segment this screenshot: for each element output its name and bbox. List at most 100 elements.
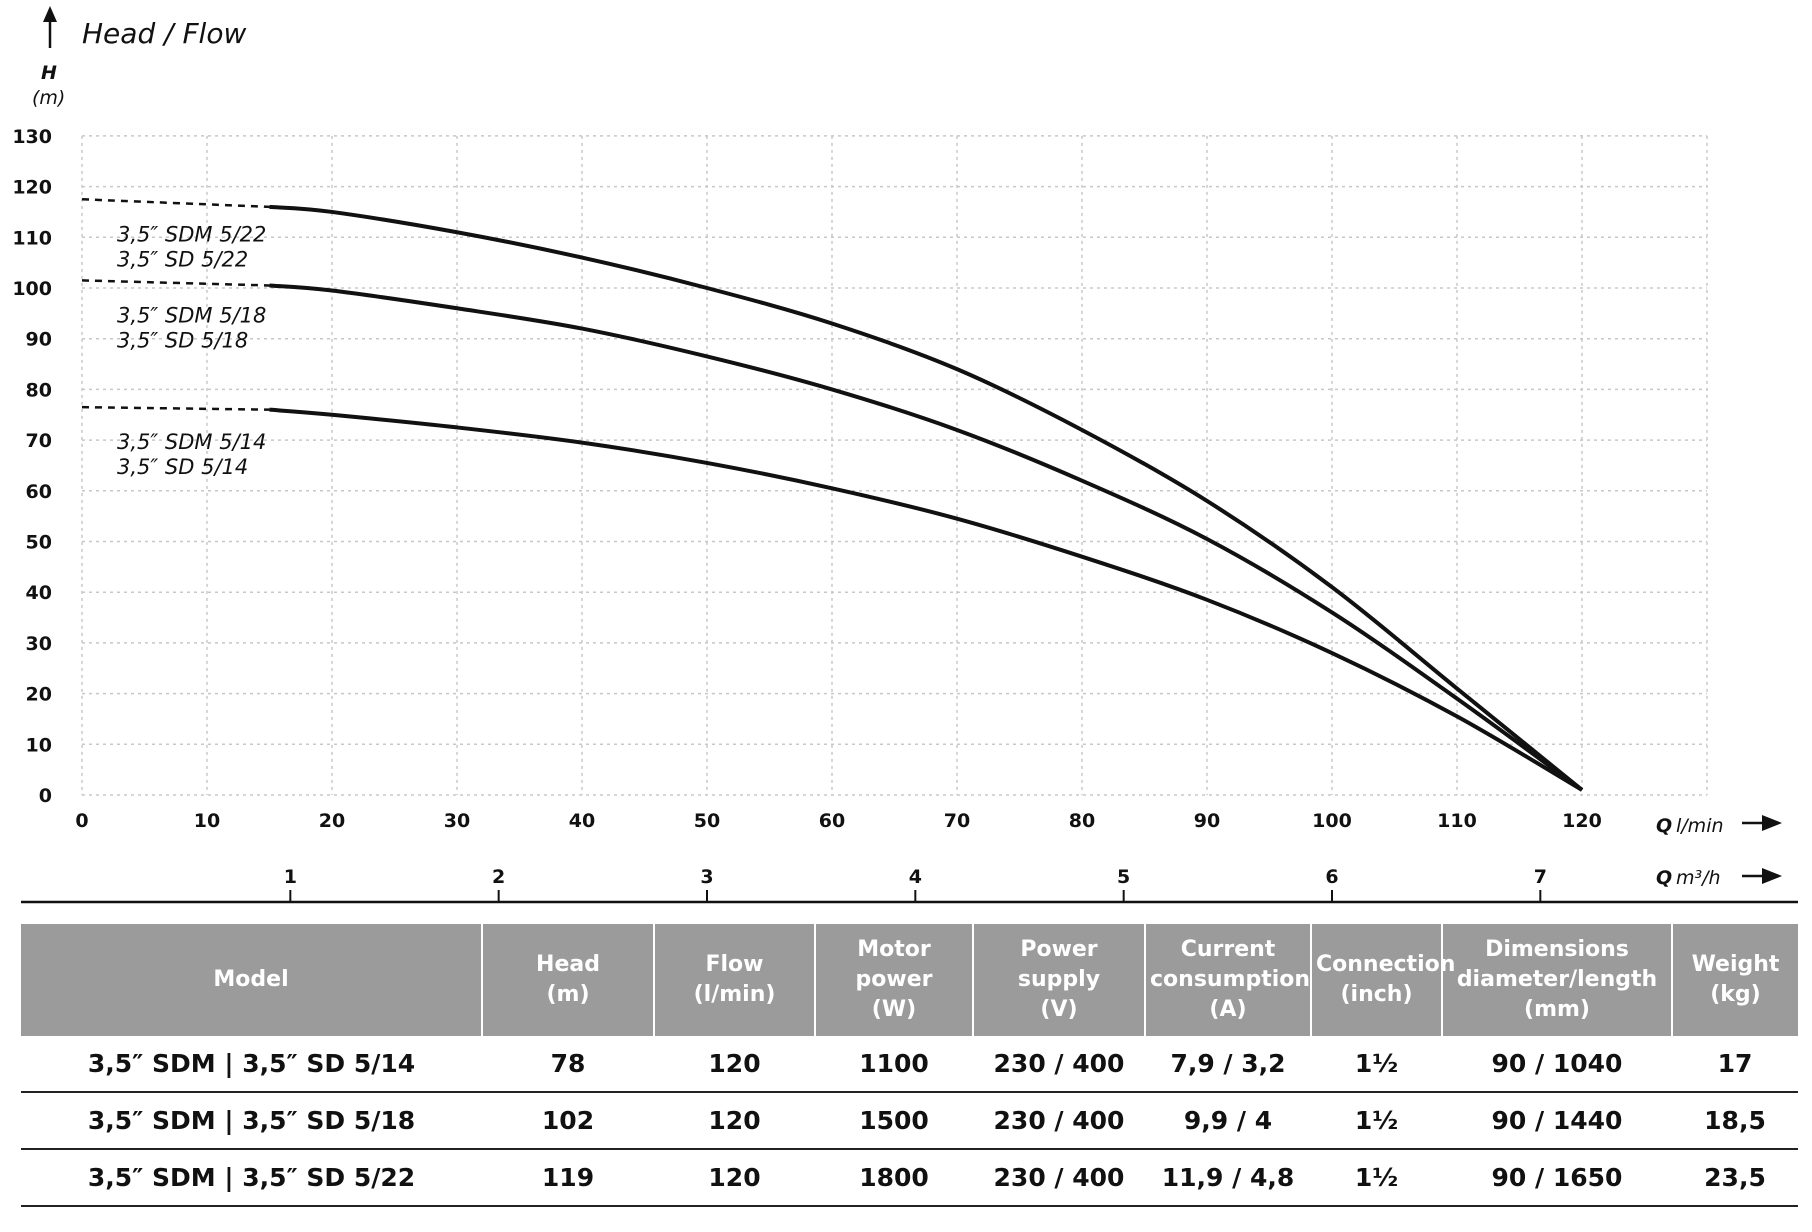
table-cell: 120: [654, 1036, 815, 1093]
x2-tick-label: 2: [492, 866, 505, 888]
y-tick-label: 70: [26, 430, 52, 452]
table-header-text: (l/min): [693, 982, 776, 1007]
y-tick-label: 0: [39, 785, 52, 807]
series: [81, 198, 1584, 792]
x-tick-label: 100: [1312, 810, 1352, 832]
table-header-text: Dimensions: [1485, 937, 1629, 962]
table-header-text: Connection: [1316, 952, 1456, 977]
x-tick-label: 90: [1194, 810, 1220, 832]
table-header-text: Power supply: [1017, 937, 1101, 992]
x2-tick-label: 5: [1117, 866, 1130, 888]
x-tick-label: 110: [1437, 810, 1477, 832]
y-tick-label: 110: [12, 227, 52, 249]
x-tick-label: 0: [75, 810, 88, 832]
y-tick-label: 10: [26, 734, 52, 756]
table-cell: 11,9 / 4,8: [1145, 1149, 1311, 1207]
table-header-text: (m): [546, 982, 590, 1007]
x2-tick-label: 6: [1325, 866, 1338, 888]
series-label: 3,5″ SDM 5/18: [117, 303, 266, 327]
series-line: [269, 407, 1584, 792]
table-cell: 3,5″ SDM | 3,5″ SD 5/22: [21, 1149, 482, 1207]
table-cell: 17: [1672, 1036, 1798, 1093]
series-dashed-line: [81, 279, 270, 287]
y-tick-label: 20: [26, 684, 52, 706]
table-row: 3,5″ SDM | 3,5″ SD 5/22 119 120 1800 230 / 4…: [21, 1149, 1798, 1207]
y-tick-label: 50: [26, 532, 52, 554]
table-header-text: Flow: [705, 952, 764, 977]
series-line: [269, 283, 1584, 792]
x2-tick-label: 4: [909, 866, 922, 888]
table-cell: 1800: [815, 1149, 973, 1207]
table-cell: 230 / 400: [973, 1149, 1145, 1207]
table-header-cell: Flow (l/min): [654, 924, 816, 1036]
spec-table: Model Head (m) Flow (l/min) Motor power (W) Pow…: [21, 924, 1798, 1207]
table-header-row: Model Head (m) Flow (l/min) Motor power (W) Pow…: [21, 924, 1798, 1036]
chart-title: Head / Flow: [82, 17, 246, 50]
table-cell: 102: [482, 1092, 654, 1150]
table-cell: 120: [654, 1092, 815, 1150]
table-cell: 78: [482, 1036, 654, 1093]
table-header-text: Motor power: [855, 937, 933, 992]
y-tick-label: 120: [12, 177, 52, 199]
table-cell: 230 / 400: [973, 1092, 1145, 1150]
table-cell: 1½: [1311, 1092, 1442, 1150]
y-tick-label: 30: [26, 633, 52, 655]
table-cell: 230 / 400: [973, 1036, 1145, 1093]
x-tick-label: 50: [694, 810, 720, 832]
x-tick-label: 60: [819, 810, 845, 832]
table-cell: 1500: [815, 1092, 973, 1150]
table-cell: 18,5: [1672, 1092, 1798, 1150]
table-cell: 120: [654, 1149, 815, 1207]
x-arrow-head: [1762, 815, 1782, 831]
table-cell: 9,9 / 4: [1145, 1092, 1311, 1150]
table-cell: 23,5: [1672, 1149, 1798, 1207]
x-tick-label: 70: [944, 810, 970, 832]
series-dashed-line: [81, 405, 270, 411]
x-tick-label: 80: [1069, 810, 1095, 832]
series-label-alt: 3,5″ SD 5/22: [117, 247, 248, 271]
x-tick-label: 10: [194, 810, 220, 832]
table-cell: 119: [482, 1149, 654, 1207]
table-cell: 90 / 1650: [1442, 1149, 1672, 1207]
series-label-alt: 3,5″ SD 5/18: [117, 328, 248, 352]
table-header-text: (inch): [1340, 982, 1413, 1007]
table-cell: 3,5″ SDM | 3,5″ SD 5/14: [21, 1036, 482, 1093]
table-header-text: diameter/length: [1456, 967, 1658, 992]
series-label-alt: 3,5″ SD 5/14: [117, 455, 248, 479]
table-header-cell: Model: [21, 924, 483, 1036]
table-cell: 90 / 1440: [1442, 1092, 1672, 1150]
table-header-cell: Head (m): [482, 924, 655, 1036]
series-labels: 3,5″ SDM 5/223,5″ SD 5/223,5″ SDM 5/183,…: [117, 222, 266, 479]
x-tick-label: 120: [1562, 810, 1602, 832]
table-header-text: (A): [1209, 997, 1247, 1022]
y-tick-label: 40: [26, 582, 52, 604]
series-label: 3,5″ SDM 5/22: [117, 222, 266, 246]
table-cell: 90 / 1040: [1442, 1036, 1672, 1093]
x-tick-label: 30: [444, 810, 470, 832]
x-tick-label: 20: [319, 810, 345, 832]
grid: [81, 135, 1708, 796]
table-cell: 1½: [1311, 1036, 1442, 1093]
series-dashed-line: [81, 198, 270, 209]
table-header-cell: Weight (kg): [1672, 924, 1798, 1036]
table-header-text: Weight: [1691, 952, 1780, 977]
table-header-text: consumption: [1150, 967, 1311, 992]
y-tick-label: 90: [26, 329, 52, 351]
table-header-text: (mm): [1524, 997, 1590, 1022]
y-tick-label: 60: [26, 481, 52, 503]
table-cell: 3,5″ SDM | 3,5″ SD 5/18: [21, 1092, 482, 1150]
table-header-text: (kg): [1710, 982, 1761, 1007]
y-tick-label: 100: [12, 278, 52, 300]
x-axis-unit: l/min: [1676, 815, 1724, 837]
x-axis-label: Q: [1656, 815, 1672, 837]
table-header-text: Current: [1180, 937, 1276, 962]
y-arrow-head: [43, 6, 57, 22]
series-line: [269, 204, 1584, 792]
series-label: 3,5″ SDM 5/14: [117, 430, 266, 454]
table-cell: 7,9 / 3,2: [1145, 1036, 1311, 1093]
axes: Head / Flow H (m) Q l/min Q m³/h: [21, 6, 1798, 904]
table-header-cell: Dimensions diameter/length (mm): [1442, 924, 1673, 1036]
y-axis-label: H: [41, 62, 57, 84]
table-header-cell: Connection (inch): [1311, 924, 1456, 1036]
y-axis-unit: (m): [32, 87, 65, 109]
